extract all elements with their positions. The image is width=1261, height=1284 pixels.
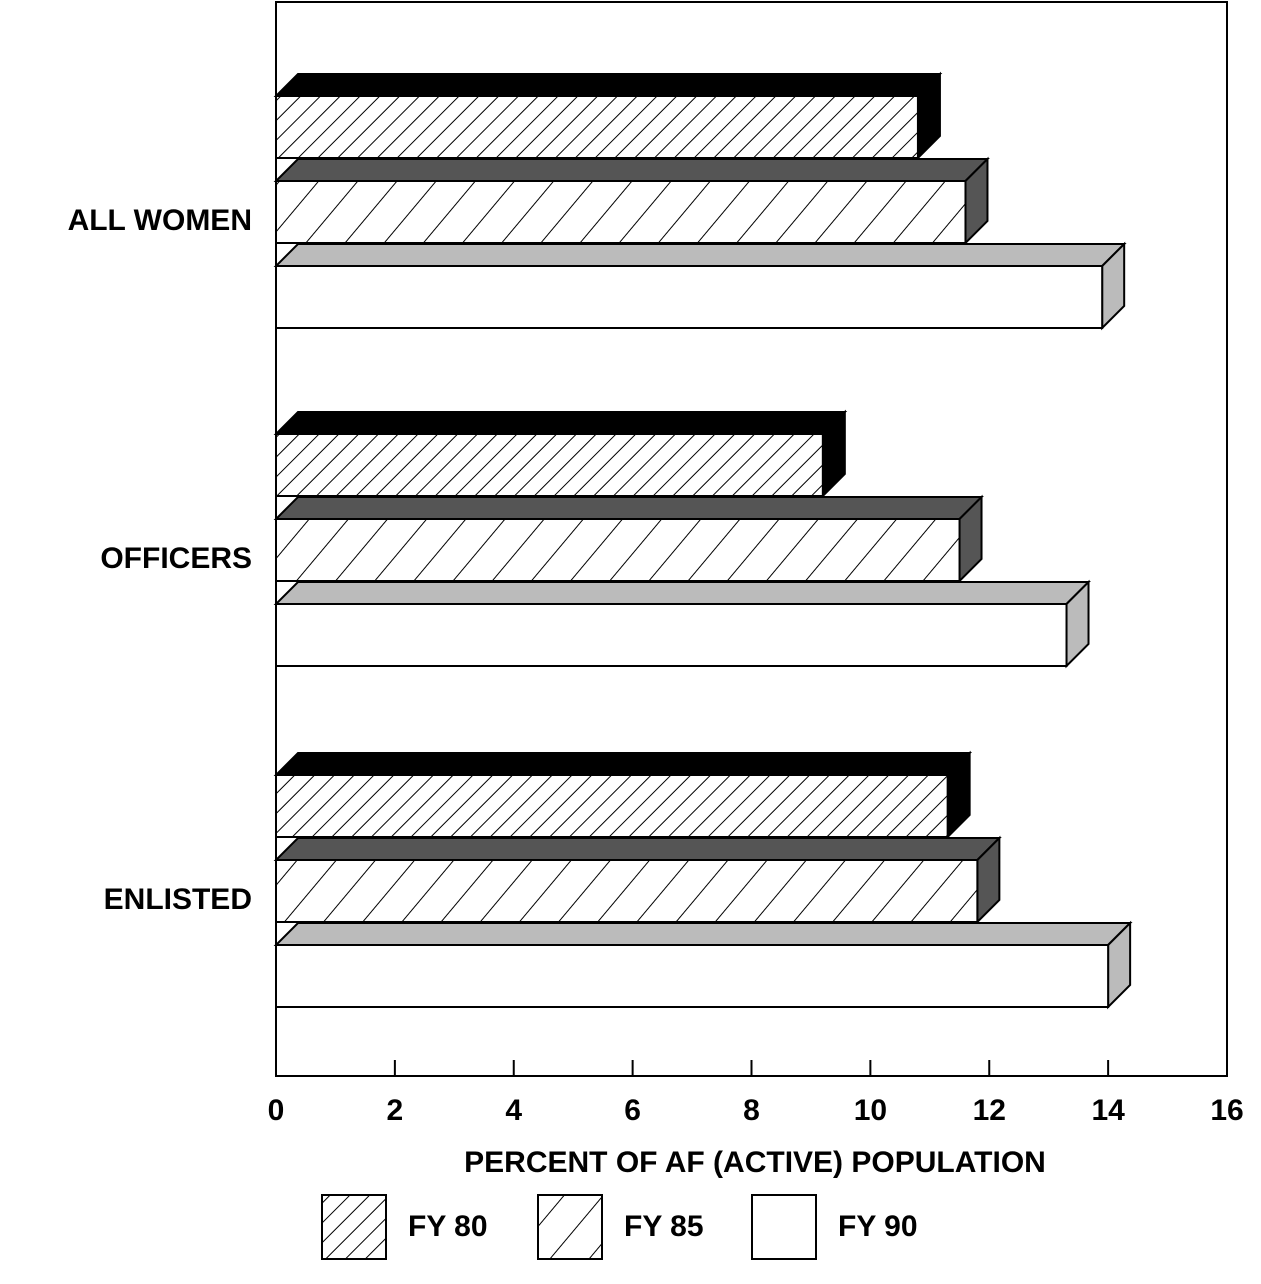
x-tick-label: 4 <box>505 1094 522 1127</box>
x-tick-label: 10 <box>854 1094 887 1127</box>
bar-front <box>275 603 1068 667</box>
legend-swatch <box>321 1194 387 1260</box>
bar <box>273 750 973 840</box>
x-tick-label: 0 <box>268 1094 285 1127</box>
legend-swatch <box>751 1194 817 1260</box>
bar <box>273 579 1091 669</box>
bar-front <box>275 518 961 582</box>
category-label: ENLISTED <box>104 883 252 916</box>
bar-top <box>273 837 1002 861</box>
x-tick-label: 8 <box>743 1094 760 1127</box>
bar-top <box>273 73 943 97</box>
bar-top <box>273 411 848 435</box>
bar-front <box>275 944 1110 1008</box>
bar-top <box>273 922 1133 946</box>
bar <box>273 494 984 584</box>
bar-front <box>275 95 919 159</box>
bar <box>273 156 990 246</box>
bar-front <box>275 774 949 838</box>
bar-front <box>275 859 979 923</box>
bar <box>273 409 848 499</box>
x-tick-label: 16 <box>1210 1094 1243 1127</box>
bar-top <box>273 243 1127 267</box>
legend-swatch <box>537 1194 603 1260</box>
bar-top <box>273 158 990 182</box>
x-tick-label: 2 <box>387 1094 404 1127</box>
category-label: OFFICERS <box>100 542 252 575</box>
bar-front <box>275 265 1104 329</box>
bar-front <box>275 180 967 244</box>
legend-label: FY 90 <box>838 1210 918 1243</box>
x-tick-label: 6 <box>624 1094 641 1127</box>
bar <box>273 241 1127 331</box>
bar-top <box>273 581 1091 605</box>
bar-front <box>275 433 824 497</box>
category-label: ALL WOMEN <box>68 204 252 237</box>
bar-top <box>273 496 984 520</box>
bar-top <box>273 752 973 776</box>
x-tick-label: 14 <box>1091 1094 1125 1127</box>
x-tick-label: 12 <box>973 1094 1006 1127</box>
legend-label: FY 80 <box>408 1210 488 1243</box>
x-axis-title: PERCENT OF AF (ACTIVE) POPULATION <box>464 1146 1046 1179</box>
legend-label: FY 85 <box>624 1210 704 1243</box>
bar <box>273 920 1133 1010</box>
bar <box>273 835 1002 925</box>
bar <box>273 71 943 161</box>
